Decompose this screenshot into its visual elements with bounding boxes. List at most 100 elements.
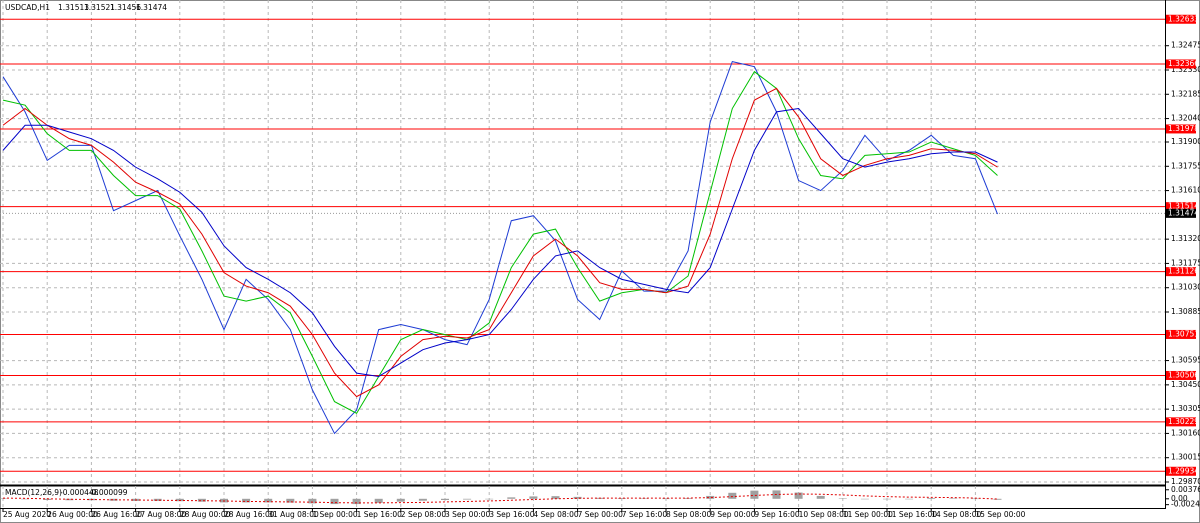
ohlc-value: 1.31521 <box>84 3 115 12</box>
x-tick-label: 9 Sep 00:00 <box>710 510 756 519</box>
x-tick-label: 8 Sep 08:00 <box>666 510 712 519</box>
level-tag <box>1166 370 1196 380</box>
macd-bar <box>529 496 538 499</box>
x-tick-label: 26 Aug 00:00 <box>47 510 98 519</box>
x-tick-label: 28 Aug 00:00 <box>180 510 231 519</box>
indicator-label: MACD(12,26,9) <box>5 488 62 497</box>
macd-bar <box>794 492 803 499</box>
x-tick-label: 3 Sep 00:00 <box>445 510 491 519</box>
level-tag <box>1166 466 1196 476</box>
level-label: 1.31126 <box>1168 267 1199 276</box>
level-label: 1.32366 <box>1168 59 1199 68</box>
y-tick-label: 1.30885 <box>1171 307 1200 316</box>
x-tick-label: 7 Sep 16:00 <box>622 510 668 519</box>
symbol: USDCAD,H1 <box>5 3 50 12</box>
x-tick-label: 1 Sep 00:00 <box>312 510 358 519</box>
x-tick-label: 4 Sep 08:00 <box>533 510 579 519</box>
macd-bar <box>485 498 494 500</box>
level-tag <box>1166 124 1196 134</box>
macd-bar <box>264 498 273 503</box>
level-tag <box>1166 202 1196 212</box>
y-tick-label: 0.00376 <box>1171 485 1200 494</box>
x-tick-label: 2 Sep 08:00 <box>401 510 447 519</box>
x-tick-label: 27 Aug 08:00 <box>136 510 187 519</box>
last-price-tag <box>1166 208 1196 218</box>
macd-bar <box>905 498 914 500</box>
level-label: 1.30506 <box>1168 370 1199 379</box>
macd-bar <box>330 498 339 505</box>
macd-bar <box>949 498 958 499</box>
y-tick-label: 1.31030 <box>1171 283 1200 292</box>
x-tick-label: 1 Sep 16:00 <box>357 510 403 519</box>
y-tick-label: 1.31610 <box>1171 186 1200 195</box>
x-tick-label: 26 Aug 16:00 <box>91 510 142 519</box>
indicator-value: -0.000448 <box>60 488 99 497</box>
macd-bar <box>507 497 516 499</box>
level-label: 1.30229 <box>1168 417 1199 426</box>
macd-bar <box>286 498 295 503</box>
macd-bar <box>43 498 52 500</box>
macd-bar <box>242 498 251 503</box>
y-tick-label: 1.32185 <box>1171 89 1200 98</box>
x-tick-label: 14 Sep 08:00 <box>931 510 981 519</box>
y-tick-label: 1.32330 <box>1171 65 1200 74</box>
y-tick-label: 1.31320 <box>1171 234 1200 243</box>
y-tick-label: 1.30595 <box>1171 356 1200 365</box>
moving-average <box>2 107 998 378</box>
x-tick-label: 28 Aug 16:00 <box>224 510 275 519</box>
moving-average <box>2 70 998 414</box>
macd-bar <box>728 492 737 499</box>
macd-bar <box>21 498 30 500</box>
last-price-label: 1.31474 <box>1168 208 1199 217</box>
macd-bar <box>463 498 472 500</box>
macd-bar <box>706 495 715 499</box>
ohlc-value: 1.31474 <box>136 3 167 12</box>
ohlc-value: 1.31513 <box>58 3 89 12</box>
x-tick-label: 9 Sep 16:00 <box>754 510 800 519</box>
level-label: 1.31978 <box>1168 124 1199 133</box>
macd-bar <box>197 498 206 502</box>
x-tick-label: 11 Sep 00:00 <box>843 510 893 519</box>
macd-bar <box>551 496 560 499</box>
macd-bar <box>418 498 427 501</box>
ohlc-value: 1.31456 <box>110 3 141 12</box>
macd-bar <box>617 498 626 499</box>
y-tick-label: 1.30450 <box>1171 380 1200 389</box>
x-tick-label: 11 Sep 16:00 <box>887 510 937 519</box>
y-tick-label: 1.32040 <box>1171 114 1200 123</box>
macd-bar <box>971 498 980 500</box>
macd-bar <box>441 498 449 500</box>
macd-bar <box>308 498 317 504</box>
level-tag <box>1166 59 1196 69</box>
x-tick-label: 31 Aug 08:00 <box>268 510 319 519</box>
macd-bar <box>750 490 759 499</box>
level-label: 1.31514 <box>1168 202 1199 211</box>
level-tag <box>1166 417 1196 427</box>
level-label: 1.29934 <box>1168 466 1199 475</box>
y-tick-label: 1.29870 <box>1171 477 1200 486</box>
y-tick-label: 1.30015 <box>1171 453 1200 462</box>
moving-average <box>2 87 998 398</box>
macd-bar <box>816 495 825 499</box>
y-tick-label: 1.32475 <box>1171 41 1200 50</box>
macd-bar <box>927 498 936 499</box>
macd-bar <box>993 498 1002 500</box>
level-label: 1.32633 <box>1168 14 1199 23</box>
macd-bar <box>396 498 405 502</box>
x-tick-label: 15 Sep 00:00 <box>975 510 1025 519</box>
macd-bar <box>662 498 670 500</box>
macd-bar <box>573 496 582 499</box>
x-tick-label: 10 Sep 08:00 <box>799 510 849 519</box>
price-line <box>2 61 998 435</box>
macd-bar <box>65 498 74 501</box>
level-tag <box>1166 267 1196 277</box>
macd-bar <box>352 498 361 505</box>
y-tick-label: 1.31175 <box>1171 258 1200 267</box>
macd-bar <box>860 498 869 500</box>
signal-line <box>2 493 998 504</box>
macd-bar <box>883 498 891 500</box>
x-tick-label: 7 Sep 00:00 <box>578 510 624 519</box>
y-tick-label: 0.00 <box>1171 494 1188 503</box>
x-tick-label: 25 Aug 2020 <box>3 510 51 519</box>
